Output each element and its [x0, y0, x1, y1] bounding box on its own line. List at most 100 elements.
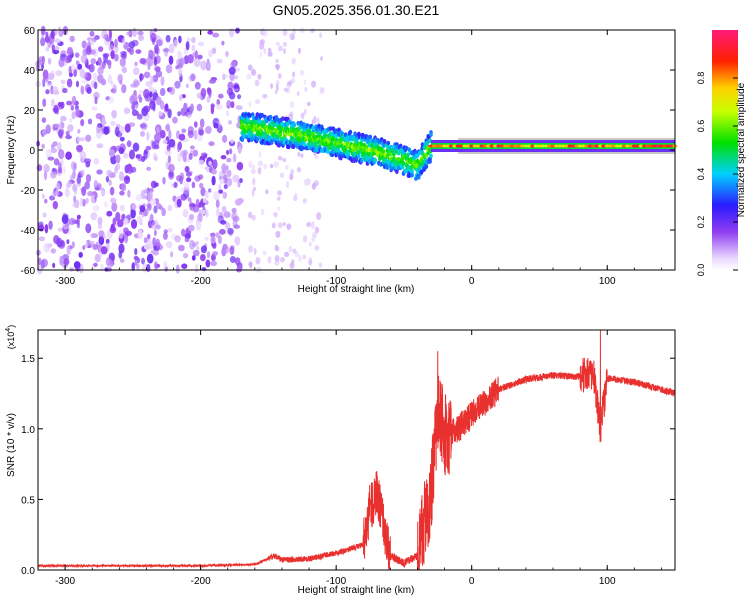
noise-cell [118, 229, 124, 239]
noise-cell [192, 52, 196, 58]
noise-cell [72, 183, 78, 192]
noise-cell [52, 262, 56, 269]
sparse-noise-cell [276, 83, 279, 92]
noise-cell [135, 49, 142, 54]
noise-cell [210, 260, 217, 267]
noise-cell [156, 126, 160, 134]
sparse-noise-cell [298, 254, 302, 262]
noise-cell [44, 198, 48, 204]
signal-cell [373, 157, 377, 163]
noise-cell [230, 60, 237, 69]
noise-cell [187, 197, 192, 202]
sparse-noise-cell [288, 245, 292, 253]
noise-cell [87, 190, 94, 197]
noise-cell [50, 99, 55, 107]
noise-cell [176, 58, 183, 67]
noise-cell [218, 93, 224, 99]
noise-cell [99, 236, 104, 243]
sparse-noise-cell [312, 231, 318, 239]
noise-cell [90, 194, 95, 204]
x-tick-label: -300 [55, 576, 75, 587]
noise-cell [97, 216, 103, 225]
noise-cell [76, 135, 81, 143]
noise-cell [96, 143, 104, 149]
noise-cell [103, 233, 106, 239]
noise-cell [134, 248, 138, 256]
noise-cell [119, 125, 125, 133]
noise-cell [42, 77, 46, 88]
noise-cell [229, 246, 235, 256]
noise-cell [42, 98, 47, 107]
sparse-noise-cell [257, 73, 262, 80]
noise-cell [197, 213, 203, 223]
noise-cell [149, 198, 157, 206]
noise-cell [191, 255, 196, 261]
noise-cell [120, 51, 127, 56]
sparse-noise-cell [273, 161, 279, 168]
noise-cell [233, 216, 240, 222]
noise-cell [76, 175, 82, 184]
noise-cell [204, 166, 210, 171]
noise-cell [232, 153, 237, 163]
noise-cell [194, 121, 198, 128]
noise-cell [108, 179, 112, 187]
noise-cell [137, 30, 144, 36]
noise-cell [184, 166, 190, 173]
noise-cell [106, 210, 113, 217]
sparse-noise-cell [267, 256, 272, 264]
noise-cell [175, 264, 180, 274]
noise-cell [162, 176, 166, 185]
noise-cell [100, 78, 107, 86]
noise-cell [50, 147, 58, 154]
spectrogram-x-ticks: -300 -200 -100 0 100 [37, 30, 662, 287]
sparse-noise-cell [277, 222, 283, 229]
noise-cell [78, 251, 83, 258]
y-tick-label: 0.5 [21, 495, 35, 506]
noise-cell [143, 244, 151, 250]
noise-cell [51, 191, 57, 198]
noise-cell [207, 30, 214, 35]
noise-cell [58, 26, 62, 37]
noise-cell [140, 130, 145, 137]
snr-x-ticks: -300 -200 -100 0 100 [37, 330, 662, 587]
noise-cell [178, 244, 185, 252]
noise-cell [95, 113, 103, 120]
noise-cell [139, 58, 147, 65]
noise-cell [69, 35, 75, 43]
noise-cell [100, 263, 104, 271]
sparse-noise-cell [318, 262, 323, 268]
noise-cell [103, 126, 109, 135]
noise-cell [129, 47, 134, 56]
noise-cell [184, 233, 191, 240]
noise-cell [41, 129, 47, 136]
signal-cell [385, 154, 390, 159]
noise-cell [147, 190, 153, 200]
noise-cell [134, 61, 138, 67]
noise-cell [80, 169, 85, 176]
noise-cell [81, 40, 87, 49]
noise-cell [71, 95, 77, 106]
noise-cell [164, 149, 172, 156]
noise-cell [75, 108, 80, 118]
signal-cell [298, 125, 302, 131]
sparse-noise-cell [320, 56, 323, 61]
noise-cell [80, 85, 85, 95]
noise-cell [45, 149, 52, 158]
noise-cell [92, 205, 100, 212]
noise-cell [106, 169, 113, 177]
noise-cell [85, 223, 92, 234]
signal-cell [253, 119, 258, 124]
noise-cell [221, 163, 227, 173]
noise-cell [121, 84, 127, 94]
noise-cell [220, 155, 227, 160]
y-tick-label: -40 [21, 226, 36, 237]
sparse-noise-cell [290, 169, 295, 175]
noise-cell [45, 31, 49, 37]
noise-cell [60, 79, 66, 85]
sparse-noise-cell [290, 34, 295, 41]
noise-cell [143, 71, 151, 79]
noise-cell [147, 60, 151, 71]
sparse-noise-cell [319, 32, 322, 38]
noise-cell [45, 46, 50, 52]
noise-cell [105, 176, 110, 183]
